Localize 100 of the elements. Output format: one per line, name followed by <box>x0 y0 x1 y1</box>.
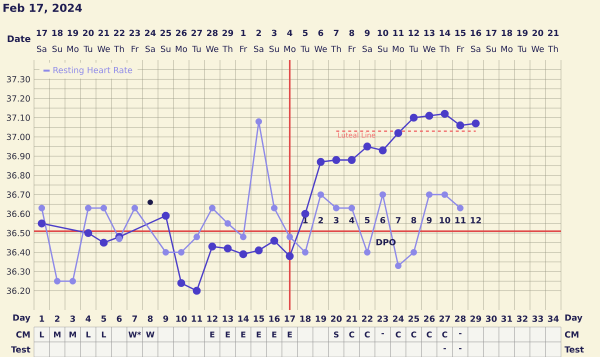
x2-tick-label: 26 <box>176 30 187 36</box>
x-tick-label: 1 <box>40 316 44 322</box>
text: We <box>206 46 218 52</box>
y-tick-label: 37.10 <box>6 114 30 121</box>
x-tick-label: 15 <box>254 316 264 322</box>
x-tick-label: 17 <box>284 316 295 322</box>
x-tick-label: 5 <box>101 316 106 322</box>
text: Su <box>160 46 170 52</box>
x-tick-label: 13 <box>222 316 233 322</box>
y-tick-label: 36.50 <box>6 230 30 236</box>
x2-tick-label: 4 <box>287 30 292 36</box>
x-tick-label: 4 <box>86 316 91 322</box>
text: Sa <box>362 46 372 52</box>
x-tick-label: 16 <box>269 316 280 322</box>
legend-label: Resting Heart Rate <box>54 66 132 75</box>
x2-tick-label: 12 <box>408 30 419 36</box>
text: Day <box>565 314 582 322</box>
x-tick-label: 6 <box>116 316 122 322</box>
text: Th <box>114 46 124 52</box>
x-tick-label: 23 <box>378 316 388 322</box>
x-tick-label: 30 <box>486 316 497 322</box>
x2-tick-label: 14 <box>440 30 450 36</box>
text: Sa <box>37 46 46 52</box>
y-tick-label: 36.90 <box>6 152 30 160</box>
x2-tick-label: 15 <box>455 30 466 36</box>
x-tick-label: 21 <box>346 316 358 322</box>
text: We <box>422 46 436 52</box>
x2-tick-label: 16 <box>470 30 482 36</box>
x-tick-label: 33 <box>532 316 543 322</box>
x-tick-label: 26 <box>424 316 435 322</box>
x-tick-label: 31 <box>501 316 512 322</box>
text: Mo <box>392 46 404 52</box>
text: Su <box>269 46 279 52</box>
text: Tu <box>84 46 92 52</box>
x-tick-label: 12 <box>207 316 218 322</box>
x2-tick-label: 11 <box>393 30 404 36</box>
x-tick-label: 14 <box>238 316 249 322</box>
text: Su <box>52 46 62 52</box>
text: We <box>314 46 327 52</box>
annotation: 6 <box>380 216 386 224</box>
y-tick-label: 37.30 <box>6 76 30 82</box>
x-tick-label: 27 <box>440 316 450 322</box>
text: Tu <box>518 46 526 52</box>
x2-tick-label: 6 <box>318 30 324 36</box>
y-tick-label: 37.20 <box>6 95 30 102</box>
text: Mo <box>501 46 513 52</box>
x-tick-label: 9 <box>163 316 168 322</box>
x2-tick-label: 10 <box>378 30 388 36</box>
x-tick-label: 32 <box>516 316 528 322</box>
x2-tick-label: 20 <box>83 30 94 36</box>
x-axis-title: Day <box>13 314 30 322</box>
annotation: 4 <box>349 217 354 224</box>
x-tick-label: 2 <box>54 316 60 322</box>
annotation: 11 <box>455 217 466 224</box>
x2-tick-label: 9 <box>364 30 370 36</box>
x2-tick-label: 17 <box>486 30 496 36</box>
text: Sa <box>254 46 264 52</box>
text: Fr <box>348 46 356 52</box>
x2-axis-title: Date <box>8 35 30 42</box>
x2-tick-label: 25 <box>160 30 172 36</box>
x-tick-label: 25 <box>408 316 420 322</box>
x2-tick-label: 29 <box>222 30 234 36</box>
x2-tick-label: 27 <box>192 30 202 36</box>
x-tick-label: 29 <box>470 316 482 322</box>
text: Th <box>222 46 232 52</box>
x2-tick-label: 17 <box>36 30 47 36</box>
x-tick-label: 8 <box>148 316 153 322</box>
x-tick-label: 34 <box>548 316 559 322</box>
text: Sa <box>146 46 155 52</box>
text: We <box>531 46 544 52</box>
y-tick-label: 36.20 <box>6 288 30 294</box>
annotation: 2 <box>318 217 323 224</box>
text: Fr <box>240 46 248 52</box>
text: Tu <box>192 46 201 52</box>
x2-tick-label: 21 <box>548 30 559 36</box>
x-tick-label: 28 <box>455 316 466 322</box>
y-tick-label: 36.40 <box>6 249 30 256</box>
text: Th <box>439 46 450 52</box>
x2-tick-label: 5 <box>302 30 308 36</box>
annotation: 10 <box>440 216 450 224</box>
x2-tick-label: 19 <box>517 30 528 36</box>
x-tick-label: 10 <box>176 316 187 322</box>
x2-tick-label: 23 <box>130 30 140 36</box>
chart-title: Feb 17, 2024 <box>4 4 82 14</box>
text: Th <box>548 46 558 52</box>
x-tick-label: 18 <box>300 316 311 322</box>
x-tick-label: 11 <box>192 316 202 322</box>
text: Th <box>330 46 341 52</box>
text: Su <box>378 46 388 52</box>
x2-tick-label: 22 <box>114 30 124 36</box>
text: Su <box>486 46 496 52</box>
y-tick-label: 36.30 <box>6 268 30 275</box>
x2-tick-label: 18 <box>52 30 63 36</box>
y-tick-label: 36.60 <box>6 210 30 218</box>
x2-tick-label: 13 <box>424 30 434 36</box>
text: Mo <box>284 46 296 52</box>
text: Mo <box>176 46 188 52</box>
x2-tick-label: 1 <box>241 30 246 36</box>
text: Tu <box>300 46 310 52</box>
x-tick-label: 24 <box>393 316 404 322</box>
